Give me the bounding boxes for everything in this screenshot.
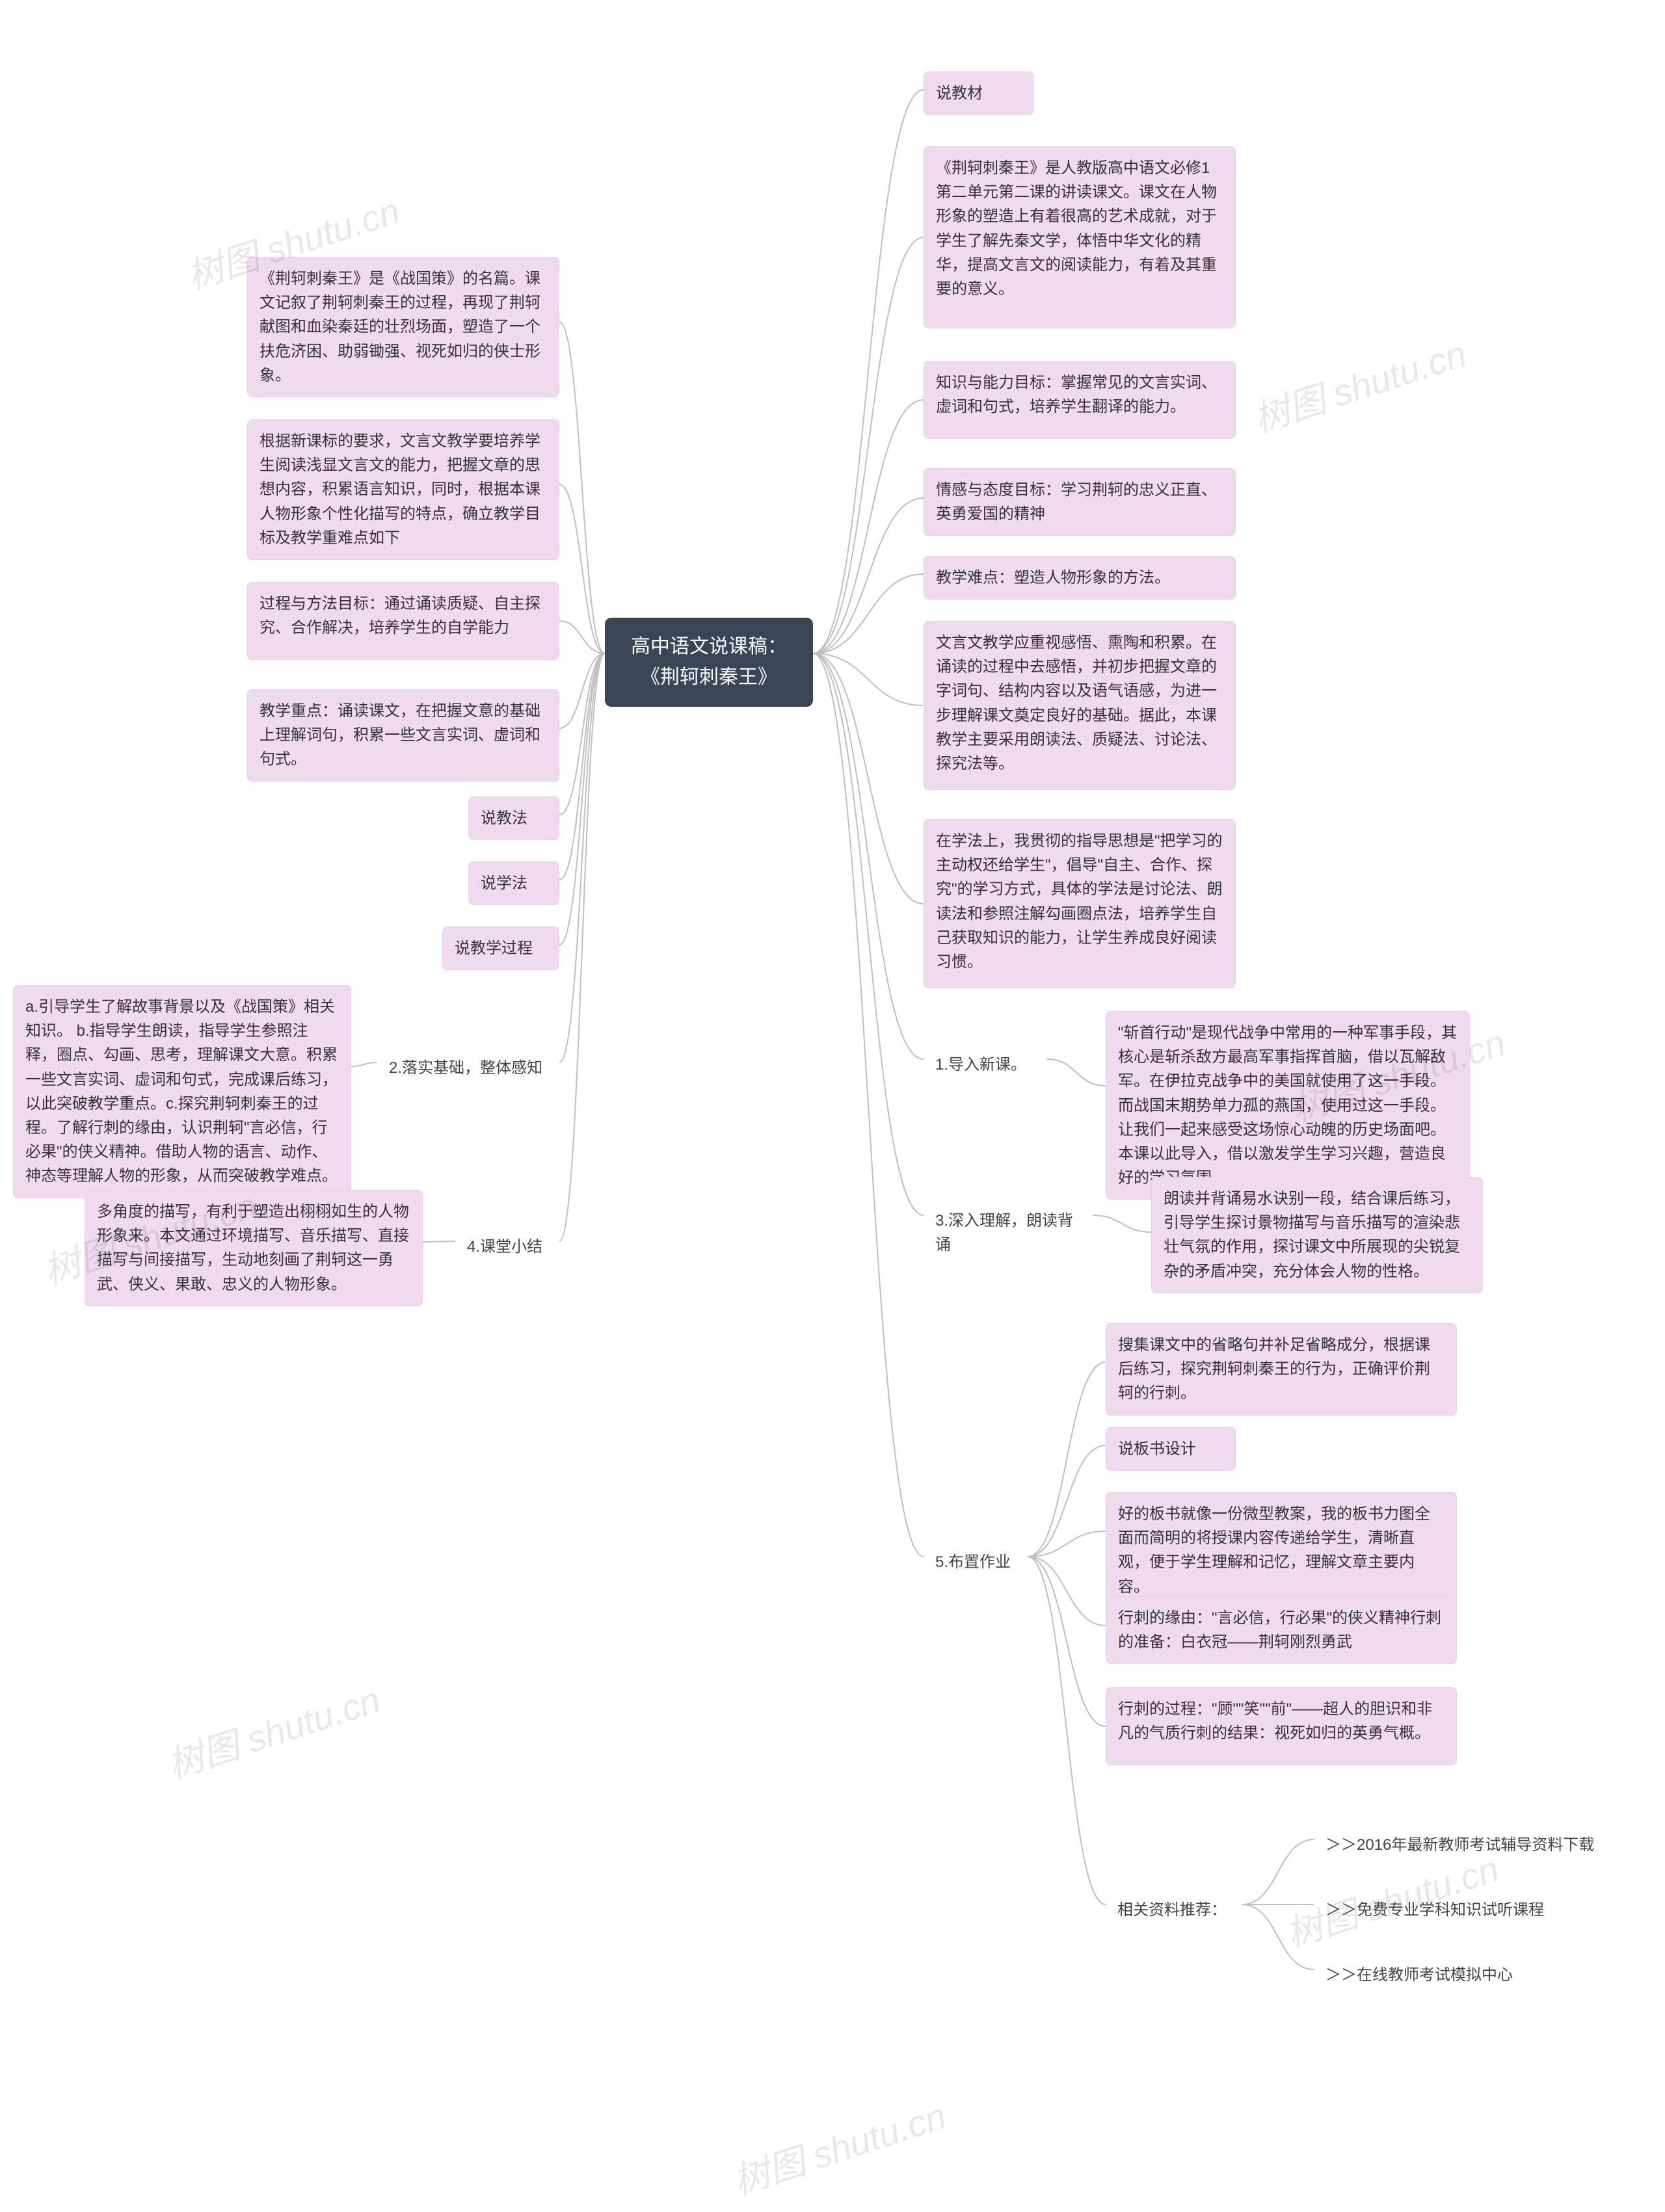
node-l8a: a.引导学生了解故事背景以及《战国策》相关知识。 b.指导学生朗读，指导学生参照… — [13, 985, 351, 1198]
node-r10f3: ＞＞在线教师考试模拟中心 — [1314, 1954, 1548, 1996]
node-l7: 说教学过程 — [442, 927, 559, 970]
node-l6: 说学法 — [468, 862, 559, 905]
watermark: 树图 shutu.cn — [160, 1671, 386, 1789]
node-r10f: 相关资料推荐： — [1106, 1889, 1242, 1931]
node-l4: 教学重点：诵读课文，在把握文意的基础上理解词句，积累一些文言实词、虚词和句式。 — [247, 689, 559, 782]
node-r10f2: ＞＞免费专业学科知识试听课程 — [1314, 1889, 1574, 1931]
node-r6: 文言文教学应重视感悟、熏陶和积累。在诵读的过程中去感悟，并初步把握文章的字词句、… — [924, 621, 1236, 790]
node-r10e: 行刺的过程："顾""笑""前"——超人的胆识和非凡的气质行刺的结果：视死如归的英… — [1106, 1687, 1457, 1765]
node-l5: 说教法 — [468, 797, 559, 840]
node-l9a: 多角度的描写，有利于塑造出栩栩如生的人物形象来。本文通过环境描写、音乐描写、直接… — [85, 1190, 423, 1306]
node-l3: 过程与方法目标：通过诵读质疑、自主探究、合作解决，培养学生的自学能力 — [247, 582, 559, 660]
root-node: 高中语文说课稿：《荆轲刺秦王》 — [605, 618, 813, 707]
node-r10c: 好的板书就像一份微型教案，我的板书力图全面而简明的将授课内容传递给学生，清晰直观… — [1106, 1492, 1457, 1609]
node-l9: 4.课堂小结 — [455, 1226, 559, 1268]
node-r3: 知识与能力目标：掌握常见的文言实词、虚词和句式，培养学生翻译的能力。 — [924, 361, 1236, 439]
node-l8: 2.落实基础，整体感知 — [377, 1047, 559, 1089]
node-r9a: 朗读并背诵易水诀别一段，结合课后练习，引导学生探讨景物描写与音乐描写的渲染悲壮气… — [1151, 1177, 1483, 1293]
watermark: 树图 shutu.cn — [726, 2087, 952, 2205]
node-l2: 根据新课标的要求，文言文教学要培养学生阅读浅显文言文的能力，把握文章的思想内容，… — [247, 419, 559, 560]
node-r10a: 搜集课文中的省略句并补足省略成分，根据课后练习，探究荆轲刺秦王的行为，正确评价荆… — [1106, 1323, 1457, 1415]
node-r5: 教学难点：塑造人物形象的方法。 — [924, 556, 1236, 599]
node-l1: 《荆轲刺秦王》是《战国策》的名篇。课文记叙了荆轲刺秦王的过程，再现了荆轲献图和血… — [247, 257, 559, 397]
node-r9: 3.深入理解，朗读背诵 — [924, 1200, 1093, 1266]
node-r4: 情感与态度目标：学习荆轲的忠义正直、英勇爱国的精神 — [924, 468, 1236, 536]
node-r8: 1.导入新课。 — [924, 1044, 1047, 1086]
node-r8a: "斩首行动"是现代战争中常用的一种军事手段，其核心是斩杀敌方最高军事指挥首脑，借… — [1106, 1011, 1470, 1200]
node-r10d: 行刺的缘由："言必信，行必果"的侠义精神行刺的准备：白衣冠——荆轲刚烈勇武 — [1106, 1596, 1457, 1664]
node-r10b: 说板书设计 — [1106, 1427, 1236, 1471]
node-r1: 说教材 — [924, 72, 1034, 115]
node-r10: 5.布置作业 — [924, 1541, 1028, 1583]
node-r7: 在学法上，我贯彻的指导思想是"把学习的主动权还给学生"，倡导"自主、合作、探究"… — [924, 819, 1236, 988]
watermark: 树图 shutu.cn — [1246, 325, 1472, 443]
node-r10f1: ＞＞2016年最新教师考试辅导资料下载 — [1314, 1824, 1606, 1866]
node-r2: 《荆轲刺秦王》是人教版高中语文必修1第二单元第二课的讲读课文。课文在人物形象的塑… — [924, 146, 1236, 328]
